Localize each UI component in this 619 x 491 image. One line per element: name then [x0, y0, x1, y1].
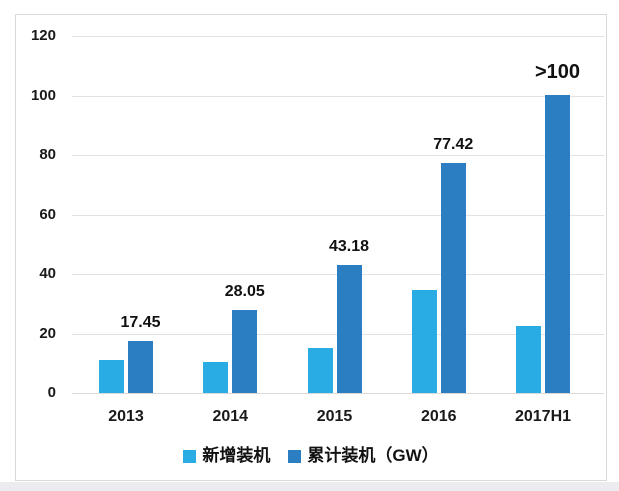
legend-item-new-installs: 新增装机 — [183, 446, 270, 466]
legend-swatch-new-installs-icon — [183, 449, 197, 463]
gridline-100 — [72, 95, 604, 97]
bar-cumulative-2013 — [128, 341, 153, 393]
x-axis-label-2017H1: 2017H1 — [514, 408, 572, 425]
y-axis-tick-label-60: 60 — [39, 205, 56, 223]
y-axis-tick-label-100: 100 — [30, 86, 56, 104]
bar-new-2017H1 — [516, 326, 541, 393]
y-axis-tick-label-80: 80 — [39, 146, 56, 163]
gridline-0 — [72, 393, 604, 394]
gridline-120 — [72, 36, 604, 37]
legend-label-new-installs: 新增装机 — [202, 446, 271, 465]
bar-cumulative-2017H1 — [545, 94, 570, 393]
bottom-strip — [0, 482, 619, 491]
y-axis-tick-label-120: 120 — [30, 27, 56, 44]
chart-frame — [15, 14, 607, 481]
x-axis-label-2016: 2016 — [420, 408, 457, 425]
x-axis-label-2013: 2013 — [108, 408, 144, 425]
gridline-60 — [72, 214, 604, 216]
data-label-2013: 17.45 — [120, 314, 161, 332]
legend-item-cumulative-installs: 累计装机（GW） — [288, 446, 439, 466]
gridline-80 — [72, 155, 604, 156]
bar-cumulative-2014 — [232, 309, 258, 393]
bar-cumulative-2016 — [440, 162, 466, 393]
bar-new-2016 — [411, 290, 437, 393]
legend-label-cumulative-installs: 累计装机（GW） — [307, 446, 439, 465]
chart-legend: 新增装机 累计装机（GW） — [15, 444, 607, 468]
bar-new-2015 — [307, 348, 333, 393]
data-label-2014: 28.05 — [224, 282, 265, 300]
data-label-2015: 43.18 — [328, 237, 370, 255]
y-axis-tick-label-0: 0 — [47, 384, 56, 401]
bar-new-2013 — [99, 360, 124, 393]
x-axis-label-2015: 2015 — [316, 408, 353, 425]
legend-swatch-cumulative-installs-icon — [288, 449, 302, 463]
y-axis-tick-label-20: 20 — [39, 324, 56, 342]
data-label-2017H1: >100 — [534, 60, 581, 83]
bar-new-2014 — [203, 361, 229, 393]
data-label-2016: 77.42 — [433, 135, 474, 153]
y-axis-tick-label-40: 40 — [39, 265, 56, 282]
x-axis-label-2014: 2014 — [212, 408, 249, 425]
bar-cumulative-2015 — [336, 264, 362, 393]
